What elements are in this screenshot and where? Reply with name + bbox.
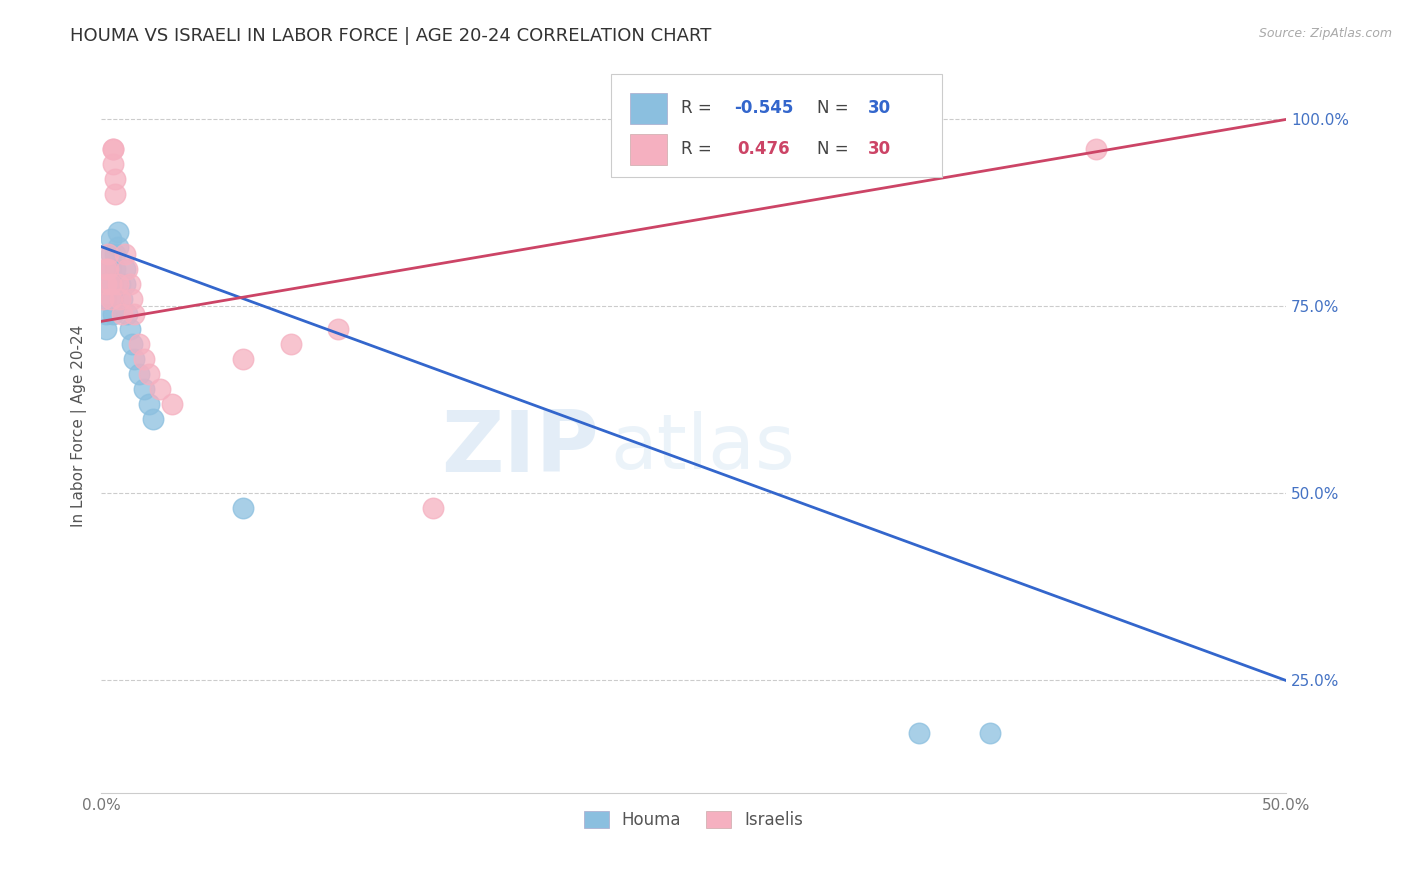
Point bbox=[142, 411, 165, 425]
Point bbox=[93, 292, 115, 306]
Point bbox=[907, 726, 929, 740]
Point bbox=[111, 292, 134, 306]
Point bbox=[160, 397, 183, 411]
Point bbox=[100, 277, 122, 291]
Point bbox=[94, 292, 117, 306]
Point bbox=[97, 262, 120, 277]
Point bbox=[138, 397, 160, 411]
Point bbox=[1085, 142, 1108, 156]
Point bbox=[422, 501, 444, 516]
Text: R =: R = bbox=[681, 140, 717, 159]
Point bbox=[138, 367, 160, 381]
Text: N =: N = bbox=[817, 99, 853, 118]
Point bbox=[101, 307, 124, 321]
Text: -0.545: -0.545 bbox=[734, 99, 793, 118]
Point bbox=[101, 142, 124, 156]
Text: Source: ZipAtlas.com: Source: ZipAtlas.com bbox=[1258, 27, 1392, 40]
Point bbox=[326, 322, 349, 336]
FancyBboxPatch shape bbox=[630, 93, 668, 124]
Point bbox=[100, 262, 122, 277]
Point bbox=[111, 307, 134, 321]
Point bbox=[128, 336, 150, 351]
Point bbox=[101, 277, 124, 291]
Point bbox=[128, 367, 150, 381]
Point bbox=[108, 277, 131, 291]
Text: ZIP: ZIP bbox=[441, 407, 599, 490]
Point bbox=[100, 292, 122, 306]
Point bbox=[979, 726, 1001, 740]
Point bbox=[104, 262, 127, 277]
Point bbox=[101, 292, 124, 306]
Point bbox=[108, 292, 131, 306]
Text: R =: R = bbox=[681, 99, 717, 118]
Point bbox=[94, 262, 117, 277]
Point bbox=[132, 351, 155, 366]
FancyBboxPatch shape bbox=[610, 74, 942, 177]
Point bbox=[104, 187, 127, 202]
Point bbox=[104, 172, 127, 186]
Point bbox=[101, 157, 124, 171]
Point bbox=[280, 336, 302, 351]
Point bbox=[124, 307, 146, 321]
Point bbox=[118, 277, 141, 291]
Point bbox=[118, 322, 141, 336]
Point bbox=[107, 225, 129, 239]
Point bbox=[97, 262, 120, 277]
Point bbox=[94, 322, 117, 336]
Text: HOUMA VS ISRAELI IN LABOR FORCE | AGE 20-24 CORRELATION CHART: HOUMA VS ISRAELI IN LABOR FORCE | AGE 20… bbox=[70, 27, 711, 45]
Point bbox=[121, 336, 143, 351]
Point bbox=[114, 247, 136, 261]
Point bbox=[114, 262, 136, 277]
Point bbox=[149, 382, 172, 396]
Legend: Houma, Israelis: Houma, Israelis bbox=[576, 804, 810, 836]
Text: N =: N = bbox=[817, 140, 853, 159]
Point bbox=[94, 277, 117, 291]
Point bbox=[107, 239, 129, 253]
FancyBboxPatch shape bbox=[630, 134, 668, 165]
Point bbox=[121, 292, 143, 306]
Text: atlas: atlas bbox=[610, 411, 796, 485]
Text: 30: 30 bbox=[868, 140, 891, 159]
Point bbox=[104, 247, 127, 261]
Point bbox=[100, 232, 122, 246]
Point bbox=[94, 307, 117, 321]
Point bbox=[107, 277, 129, 291]
Text: 30: 30 bbox=[868, 99, 891, 118]
Point bbox=[115, 307, 138, 321]
Point bbox=[232, 351, 254, 366]
Point bbox=[100, 247, 122, 261]
Point bbox=[132, 382, 155, 396]
Y-axis label: In Labor Force | Age 20-24: In Labor Force | Age 20-24 bbox=[72, 325, 87, 527]
Point bbox=[124, 351, 146, 366]
Point bbox=[114, 277, 136, 291]
Point bbox=[97, 277, 120, 291]
Text: 0.476: 0.476 bbox=[737, 140, 790, 159]
Point bbox=[97, 247, 120, 261]
Point bbox=[115, 262, 138, 277]
Point bbox=[232, 501, 254, 516]
Point bbox=[101, 142, 124, 156]
